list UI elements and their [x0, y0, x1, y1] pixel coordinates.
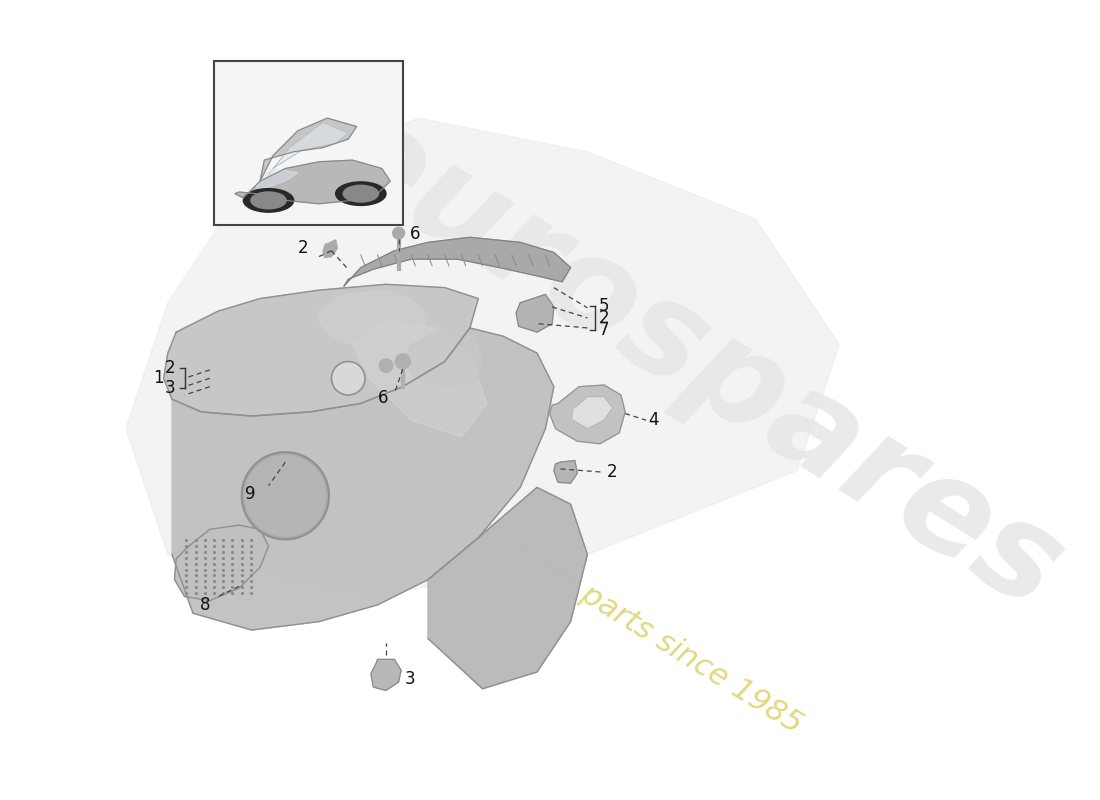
Polygon shape	[550, 385, 625, 444]
Polygon shape	[260, 118, 356, 181]
Polygon shape	[573, 397, 613, 429]
Text: 5: 5	[598, 297, 608, 315]
Text: 2: 2	[165, 359, 175, 378]
Polygon shape	[317, 290, 428, 353]
Polygon shape	[323, 240, 338, 258]
Polygon shape	[172, 328, 553, 630]
Polygon shape	[516, 294, 553, 332]
Polygon shape	[352, 319, 486, 437]
Text: 9: 9	[245, 485, 255, 503]
Text: 8: 8	[200, 596, 210, 614]
Circle shape	[393, 227, 405, 239]
Text: 3: 3	[405, 670, 415, 688]
Polygon shape	[371, 659, 402, 690]
Text: 4: 4	[649, 411, 659, 430]
Ellipse shape	[336, 182, 386, 206]
Text: 2: 2	[607, 463, 617, 482]
Ellipse shape	[251, 192, 286, 209]
Ellipse shape	[343, 186, 378, 202]
Polygon shape	[403, 328, 483, 386]
Ellipse shape	[243, 189, 294, 212]
Circle shape	[245, 455, 326, 536]
Bar	[214, 61, 403, 225]
Text: 2: 2	[298, 239, 308, 258]
Polygon shape	[428, 487, 587, 689]
Text: a passion for parts since 1985: a passion for parts since 1985	[402, 470, 807, 739]
Polygon shape	[235, 160, 390, 204]
Polygon shape	[164, 284, 478, 416]
Text: 1: 1	[153, 370, 163, 387]
Text: eurospares: eurospares	[309, 86, 1085, 637]
Polygon shape	[268, 122, 349, 175]
Text: 2: 2	[598, 309, 609, 327]
Circle shape	[379, 359, 393, 373]
Text: 6: 6	[409, 225, 420, 243]
Polygon shape	[125, 118, 839, 597]
Polygon shape	[260, 118, 356, 181]
Polygon shape	[175, 525, 268, 601]
Text: 3: 3	[165, 379, 175, 398]
Polygon shape	[256, 169, 298, 190]
Text: 7: 7	[598, 321, 608, 338]
Polygon shape	[344, 238, 571, 286]
Circle shape	[395, 354, 410, 369]
Circle shape	[331, 362, 365, 395]
Polygon shape	[553, 461, 578, 483]
Text: 6: 6	[377, 389, 388, 406]
Circle shape	[242, 452, 329, 539]
